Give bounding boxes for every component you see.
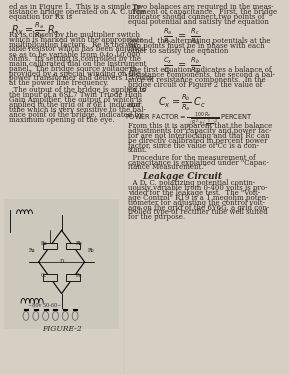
Text: $C_x = \frac{R_b}{R_a}\ C_c$: $C_x = \frac{R_b}{R_a}\ C_c$ — [158, 92, 206, 112]
Text: power transformer and delivers 15 volts: power transformer and delivers 15 volts — [9, 74, 152, 82]
Text: tube which is very sensitive to the bal-: tube which is very sensitive to the bal- — [9, 106, 145, 114]
Bar — [43, 243, 57, 249]
Text: tor are not interlocking and that Rc can: tor are not interlocking and that Rc can — [128, 132, 270, 140]
Text: age Control" R19 is a 1 megohm poten-: age Control" R19 is a 1 megohm poten- — [128, 194, 268, 202]
Text: itance Measurement.": itance Measurement." — [128, 164, 207, 171]
Text: Rb: Rb — [76, 241, 83, 246]
Text: the input of a 6SL7 Twin Triode High: the input of a 6SL7 Twin Triode High — [9, 92, 142, 99]
Text: equal potential and satisfy the equation: equal potential and satisfy the equation — [128, 18, 269, 26]
Text: ance point of the bridge, indicated by: ance point of the bridge, indicated by — [9, 111, 143, 118]
Text: equation for Rx is: equation for Rx is — [9, 13, 72, 21]
Bar — [4, 199, 119, 329]
Text: $\frac{C_x}{C_c}\ =\ \frac{R_b}{R_a}$: $\frac{C_x}{C_c}\ =\ \frac{R_b}{R_a}$ — [163, 56, 201, 76]
Text: capacitance is explained under "Capac-: capacitance is explained under "Capac- — [128, 159, 269, 166]
Text: Rx is chosen by the multiplier switch: Rx is chosen by the multiplier switch — [9, 31, 140, 39]
Text: stant.: stant. — [128, 147, 148, 154]
Text: which is marked with the appropriate: which is marked with the appropriate — [9, 36, 143, 44]
Text: urement of capacitance.  First, the bridge: urement of capacitance. First, the bridg… — [128, 8, 277, 16]
Text: second, the alternating potentials at the: second, the alternating potentials at th… — [128, 37, 271, 45]
Text: uously variable from 0-400 volts is pro-: uously variable from 0-400 volts is pro- — [128, 184, 267, 192]
Text: Ra: Ra — [41, 241, 47, 246]
Text: ed as in Figure 1.  This is a simple re-: ed as in Figure 1. This is a simple re- — [9, 3, 143, 11]
Text: Procedure for the measurement of: Procedure for the measurement of — [128, 154, 255, 162]
Text: Rb: Rb — [88, 248, 95, 253]
Text: other to satisfy the equation: other to satisfy the equation — [128, 47, 228, 55]
Bar — [66, 274, 80, 281]
Text: $\mathrm{POWER\ FACTOR} = \frac{100\,R_e}{\sqrt{R_c^2 + \left(\frac{1}{\omega C_: $\mathrm{POWER\ FACTOR} = \frac{100\,R_e… — [125, 110, 253, 130]
Text: From this it is apparent that the balance: From this it is apparent that the balanc… — [128, 122, 272, 130]
Text: resistance components, the second a bal-: resistance components, the second a bal- — [128, 71, 275, 79]
Text: The output of the bridge is applied to: The output of the bridge is applied to — [9, 87, 146, 94]
Text: be directly calibrated in percent power: be directly calibrated in percent power — [128, 137, 267, 145]
Text: iable resistor which has been adjusted: iable resistor which has been adjusted — [9, 45, 145, 53]
Text: tiometer for adjusting the control volt-: tiometer for adjusting the control volt- — [128, 199, 265, 207]
Text: ance of resistance components.  In the: ance of resistance components. In the — [128, 76, 266, 84]
Text: D: D — [59, 260, 64, 264]
Text: ohms.  Its setting is controlled by the: ohms. Its setting is controlled by the — [9, 55, 141, 63]
Text: Ra: Ra — [29, 248, 36, 253]
Text: Two balances are required in the meas-: Two balances are required in the meas- — [128, 3, 274, 11]
Text: for the purpose.: for the purpose. — [128, 213, 185, 221]
Text: adjustments for capacity and power fac-: adjustments for capacity and power fac- — [128, 127, 271, 135]
Text: and: and — [128, 100, 141, 108]
Text: panel.  The bridge source voltage is: panel. The bridge source voltage is — [9, 65, 136, 73]
Text: two points must be in phase with each: two points must be in phase with each — [128, 42, 264, 50]
Text: vided for the leakage test.  The "Volt-: vided for the leakage test. The "Volt- — [128, 189, 260, 197]
Text: $R_X = \frac{R_a}{R_b}\ R_e$: $R_X = \frac{R_a}{R_b}\ R_e$ — [12, 20, 60, 41]
Text: so as to be variable from 0 to 10,000: so as to be variable from 0 to 10,000 — [9, 50, 140, 58]
Text: $\frac{R_a}{R_b}\ =\ \frac{R_c}{R_d}$: $\frac{R_a}{R_b}\ =\ \frac{R_c}{R_d}$ — [163, 27, 201, 47]
Bar — [43, 274, 57, 281]
Text: Cc: Cc — [41, 273, 47, 278]
Text: maximum opening of the eye.: maximum opening of the eye. — [9, 116, 114, 123]
Text: sistance bridge operated on A. C.  The: sistance bridge operated on A. C. The — [9, 8, 145, 16]
Text: at the power line frequency.: at the power line frequency. — [9, 79, 108, 87]
Text: trolled type of rectifier tube well suited: trolled type of rectifier tube well suit… — [128, 209, 268, 216]
Text: provided by a special winding on the: provided by a special winding on the — [9, 69, 140, 78]
Text: A D. C. polarizing potential contin-: A D. C. polarizing potential contin- — [128, 179, 255, 188]
Text: factor, since the value of Cc is a con-: factor, since the value of Cc is a con- — [128, 142, 259, 150]
Text: applied to the grid of a 6E1 indicator: applied to the grid of a 6E1 indicator — [9, 101, 141, 109]
Bar — [66, 243, 80, 249]
Text: main calibrated dial on the instrument: main calibrated dial on the instrument — [9, 60, 146, 68]
Text: FIGURE-2: FIGURE-2 — [42, 325, 81, 333]
Text: Cx is: Cx is — [128, 86, 145, 93]
Text: multiplication factors.  Re is the var-: multiplication factors. Re is the var- — [9, 40, 139, 48]
Text: ~80v 50-60~: ~80v 50-60~ — [28, 303, 61, 309]
Text: bridge circuit of Figure 2 the value of: bridge circuit of Figure 2 the value of — [128, 81, 262, 88]
Text: The first equation indicates a balance of: The first equation indicates a balance o… — [128, 66, 271, 74]
Text: Re: Re — [76, 273, 82, 278]
Text: indicator should connect two points of: indicator should connect two points of — [128, 13, 264, 21]
Text: Leakage Circuit: Leakage Circuit — [142, 172, 222, 181]
Text: Gain Amplifier, the output of which is: Gain Amplifier, the output of which is — [9, 96, 142, 104]
Text: age on the grid of the 6Y6G, a grid con-: age on the grid of the 6Y6G, a grid con- — [128, 204, 269, 212]
